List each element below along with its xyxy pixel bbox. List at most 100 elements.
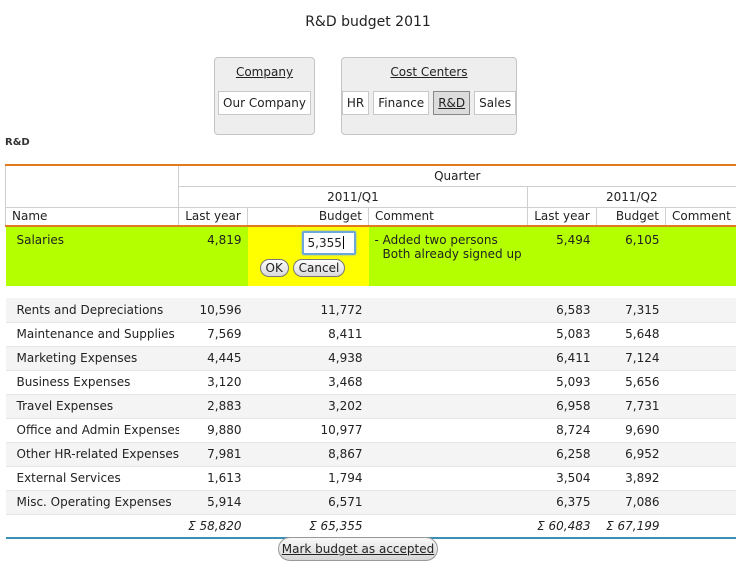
q2-comment[interactable] <box>665 466 736 491</box>
cost-center-sales[interactable]: Sales <box>474 91 517 115</box>
table-row[interactable]: Business Expenses 3,120 3,468 5,093 5,656 <box>5 370 736 395</box>
q2-comment[interactable] <box>665 418 736 443</box>
q1-comment[interactable] <box>368 466 528 491</box>
q1-comment[interactable] <box>368 346 528 371</box>
row-name: Salaries <box>5 226 179 286</box>
row-name: Other HR-related Expenses <box>5 442 179 467</box>
q1-comment[interactable] <box>368 394 528 419</box>
q2-last-year-value: 5,494 <box>527 226 597 286</box>
q2-budget-value[interactable]: 6,105 <box>596 226 666 286</box>
q2-comment[interactable] <box>665 370 736 395</box>
q1-last-year-value: 7,569 <box>178 322 248 347</box>
q1-last-year-value: 4,445 <box>178 346 248 371</box>
q1-comment[interactable] <box>368 442 528 467</box>
table-row[interactable]: Travel Expenses 2,883 3,202 6,958 7,731 <box>5 394 736 419</box>
cost-center-rd[interactable]: R&D <box>433 91 471 115</box>
row-name: Marketing Expenses <box>5 346 179 371</box>
cost-center-finance[interactable]: Finance <box>373 91 430 115</box>
q2-comment[interactable] <box>665 346 736 371</box>
q1-last-year-value: 3,120 <box>178 370 248 395</box>
q2-comment[interactable] <box>665 322 736 347</box>
table-row[interactable]: Marketing Expenses 4,445 4,938 6,411 7,124 <box>5 346 736 371</box>
q2-budget-total: Σ 67,199 <box>596 514 666 539</box>
table-row[interactable]: External Services 1,613 1,794 3,504 3,892 <box>5 466 736 491</box>
q2-last-year-value: 6,411 <box>527 346 597 371</box>
q1-last-year-value: 2,883 <box>178 394 248 419</box>
q1-comment[interactable]: - Added two persons Both already signed … <box>368 226 528 286</box>
cost-center-selector: Cost Centers HR Finance R&D Sales <box>341 57 517 135</box>
q1-budget-value[interactable]: 10,977 <box>247 418 369 443</box>
q2-budget-value[interactable]: 9,690 <box>596 418 666 443</box>
table-row[interactable]: Office and Admin Expenses 9,880 10,977 8,72… <box>5 418 736 443</box>
q2-budget-value[interactable]: 3,892 <box>596 466 666 491</box>
q2-last-year-value: 6,258 <box>527 442 597 467</box>
row-name: External Services <box>5 466 179 491</box>
comment-line-1: - Added two persons <box>374 233 498 247</box>
q2-comment[interactable] <box>665 490 736 515</box>
q2-last-year-value: 5,093 <box>527 370 597 395</box>
section-label: R&D <box>5 137 30 148</box>
table-row[interactable]: Misc. Operating Expenses 5,914 6,571 6,375 7… <box>5 490 736 515</box>
q1-last-year-value: 10,596 <box>178 298 248 323</box>
q1-budget-total: Σ 65,355 <box>247 514 369 539</box>
table-row[interactable]: Maintenance and Supplies 7,569 8,411 5,083 5… <box>5 322 736 347</box>
q1-comment[interactable] <box>368 322 528 347</box>
q1-budget-value[interactable]: 3,202 <box>247 394 369 419</box>
table-row-salaries[interactable]: Salaries 4,819 5,355 OK Cancel - Added t… <box>5 226 736 286</box>
table-row[interactable]: Rents and Depreciations 10,596 11,772 6,583… <box>5 298 736 323</box>
row-name: Maintenance and Supplies <box>5 322 179 347</box>
column-header-name: Name <box>5 206 179 227</box>
q2-budget-value[interactable]: 7,086 <box>596 490 666 515</box>
q1-budget-value[interactable]: 6,571 <box>247 490 369 515</box>
q2-comment[interactable] <box>665 442 736 467</box>
column-header-q2-last-year: Last year <box>527 206 597 227</box>
q2-budget-value[interactable]: 7,124 <box>596 346 666 371</box>
comment-line-2: Both already signed up <box>382 247 522 261</box>
cost-center-hr[interactable]: HR <box>341 91 370 115</box>
q1-last-year-value: 7,981 <box>178 442 248 467</box>
q2-comment[interactable] <box>665 298 736 323</box>
q2-last-year-total: Σ 60,483 <box>527 514 597 539</box>
mark-budget-accepted-button[interactable]: Mark budget as accepted <box>278 537 438 561</box>
ok-button[interactable]: OK <box>259 259 289 277</box>
row-name: Business Expenses <box>5 370 179 395</box>
q1-budget-value[interactable]: 8,411 <box>247 322 369 347</box>
q1-last-year-total: Σ 58,820 <box>178 514 248 539</box>
q2-last-year-value: 5,083 <box>527 322 597 347</box>
q1-budget-value[interactable]: 11,772 <box>247 298 369 323</box>
q1-comment[interactable] <box>368 370 528 395</box>
company-option-our-company[interactable]: Our Company <box>218 91 311 115</box>
q2-last-year-value: 8,724 <box>527 418 597 443</box>
q2-budget-value[interactable]: 7,731 <box>596 394 666 419</box>
period-header-q1: 2011/Q1 <box>178 185 528 207</box>
cancel-button[interactable]: Cancel <box>292 259 346 277</box>
q1-budget-value[interactable]: 3,468 <box>247 370 369 395</box>
q1-budget-value[interactable]: 4,938 <box>247 346 369 371</box>
budget-edit-input[interactable]: 5,355 <box>301 231 356 255</box>
q1-comment[interactable] <box>368 298 528 323</box>
q2-budget-value[interactable]: 5,656 <box>596 370 666 395</box>
q2-budget-value[interactable]: 7,315 <box>596 298 666 323</box>
q1-last-year-value: 5,914 <box>178 490 248 515</box>
q2-last-year-value: 6,583 <box>527 298 597 323</box>
q2-budget-value[interactable]: 5,648 <box>596 322 666 347</box>
q1-budget-value[interactable]: 1,794 <box>247 466 369 491</box>
q1-budget-value[interactable]: 8,867 <box>247 442 369 467</box>
row-name: Travel Expenses <box>5 394 179 419</box>
q1-comment[interactable] <box>368 490 528 515</box>
totals-row: Σ 58,820 Σ 65,355 Σ 60,483 Σ 67,199 <box>5 514 736 539</box>
page-title: R&D budget 2011 <box>305 14 431 30</box>
column-header-q1-comment: Comment <box>368 206 528 227</box>
q2-budget-value[interactable]: 6,952 <box>596 442 666 467</box>
column-header-q1-last-year: Last year <box>178 206 248 227</box>
q2-comment[interactable] <box>665 226 736 286</box>
company-title: Company <box>235 65 294 79</box>
row-name: Rents and Depreciations <box>5 298 179 323</box>
q1-budget-edit-cell: 5,355 OK Cancel <box>247 226 369 286</box>
q2-comment[interactable] <box>665 394 736 419</box>
row-name: Office and Admin Expenses <box>5 418 179 443</box>
q2-last-year-value: 3,504 <box>527 466 597 491</box>
q1-comment[interactable] <box>368 418 528 443</box>
table-row[interactable]: Other HR-related Expenses 7,981 8,867 6,258… <box>5 442 736 467</box>
q2-last-year-value: 6,375 <box>527 490 597 515</box>
